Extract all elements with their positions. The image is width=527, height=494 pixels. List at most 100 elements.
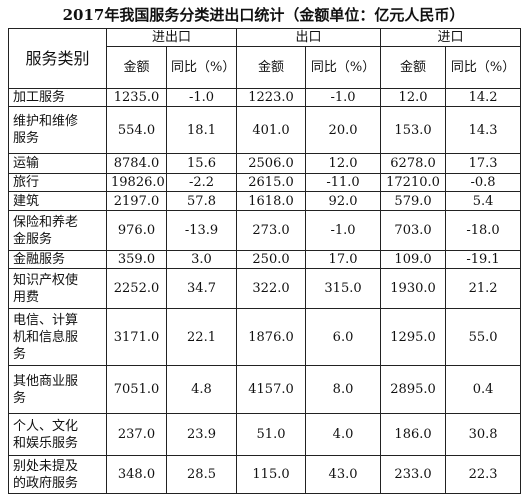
table-cell: 12.0 xyxy=(380,88,447,107)
table-cell: -18.0 xyxy=(445,210,522,251)
table-cell: 579.0 xyxy=(380,191,447,211)
row-label: 电信、计算机和信息服务 xyxy=(8,308,107,366)
table-row: 服务类别 进出口 出口 进口 xyxy=(8,28,522,89)
table-cell: 14.3 xyxy=(445,106,522,154)
row-label: 加工服务 xyxy=(8,88,107,107)
table-cell: 51.0 xyxy=(236,413,307,456)
table-row: 金融服务 359.0 3.0 250.0 17.0 109.0 -19.1 xyxy=(8,250,522,269)
row-label: 其他商业服务 xyxy=(8,365,107,414)
table-cell: 153.0 xyxy=(380,106,447,154)
column-group: 出口 xyxy=(236,28,382,47)
table-cell: 315.0 xyxy=(305,268,382,309)
table-cell: -2.2 xyxy=(165,173,238,192)
table-cell: 23.9 xyxy=(165,413,238,456)
row-label: 运输 xyxy=(8,153,107,174)
table-cell: 34.7 xyxy=(165,268,238,309)
table-cell: -0.8 xyxy=(445,173,522,192)
table-cell: 2895.0 xyxy=(380,365,447,414)
table-cell: 17.0 xyxy=(305,250,382,269)
row-label: 知识产权使用费 xyxy=(8,268,107,309)
table-cell: -19.1 xyxy=(445,250,522,269)
table-cell: 2615.0 xyxy=(236,173,307,192)
table-cell: 109.0 xyxy=(380,250,447,269)
table-row: 其他商业服务 7051.0 4.8 4157.0 8.0 2895.0 0.4 xyxy=(8,365,522,414)
table-cell: 14.2 xyxy=(445,88,522,107)
table-cell: 30.8 xyxy=(445,413,522,456)
table-cell: 186.0 xyxy=(380,413,447,456)
table-cell: 57.8 xyxy=(165,191,238,211)
table-cell: 8784.0 xyxy=(106,153,167,174)
table-cell: 4.8 xyxy=(165,365,238,414)
column-header: 同比（%） xyxy=(165,46,238,89)
table-cell: 273.0 xyxy=(236,210,307,251)
row-label: 别处未提及的政府服务 xyxy=(8,455,107,494)
table-cell: 22.3 xyxy=(445,455,522,494)
table-cell: 401.0 xyxy=(236,106,307,154)
table-cell: 3171.0 xyxy=(106,308,167,366)
table-row: 建筑 2197.0 57.8 1618.0 92.0 579.0 5.4 xyxy=(8,191,522,211)
table-body: 服务类别 进出口 出口 进口 金额 同比（%） 金额 同比（%） 金额 同比（%） 加工服务 1235… xyxy=(8,28,522,494)
table-cell: 21.2 xyxy=(445,268,522,309)
table-title: 2017年我国服务分类进出口统计（金额单位：亿元人民币） xyxy=(62,6,465,24)
data-table: 服务类别 进出口 出口 进口 金额 同比（%） 金额 同比（%） 金额 同比（%） 加工服务 1235… xyxy=(8,28,522,494)
table-cell: -11.0 xyxy=(305,173,382,192)
table-cell: -1.0 xyxy=(305,88,382,107)
table-cell: 348.0 xyxy=(106,455,167,494)
row-label: 个人、文化和娱乐服务 xyxy=(8,413,107,456)
table-row: 保险和养老金服务 976.0 -13.9 273.0 -1.0 703.0 -18.0 xyxy=(8,210,522,251)
column-header: 金额 xyxy=(106,46,167,89)
table-cell: 7051.0 xyxy=(106,365,167,414)
column-group: 进出口 xyxy=(105,28,238,47)
table-cell: 2197.0 xyxy=(106,191,167,211)
table-cell: 0.4 xyxy=(445,365,522,414)
row-label: 维护和维修服务 xyxy=(8,106,107,154)
table-cell: -1.0 xyxy=(165,88,238,107)
table-row: 金额 同比（%） 金额 同比（%） 金额 同比（%） xyxy=(9,46,522,89)
table-cell: 1223.0 xyxy=(236,88,307,107)
table-cell: 554.0 xyxy=(106,106,167,154)
table-cell: 4.0 xyxy=(305,413,382,456)
table-cell: 8.0 xyxy=(305,365,382,414)
table-row: 个人、文化和娱乐服务 237.0 23.9 51.0 4.0 186.0 30.8 xyxy=(8,413,522,456)
table-cell: 976.0 xyxy=(106,210,167,251)
table-cell: 703.0 xyxy=(380,210,447,251)
table-cell: 1930.0 xyxy=(380,268,447,309)
table-row: 加工服务 1235.0 -1.0 1223.0 -1.0 12.0 14.2 xyxy=(8,88,522,107)
column-group: 进口 xyxy=(380,28,522,47)
column-header: 金额 xyxy=(380,46,447,89)
table-row: 电信、计算机和信息服务 3171.0 22.1 1876.0 6.0 1295.0 55.0 xyxy=(8,308,522,366)
table-cell: 4157.0 xyxy=(236,365,307,414)
table-cell: 6.0 xyxy=(305,308,382,366)
table-cell: 22.1 xyxy=(165,308,238,366)
table-cell: 2506.0 xyxy=(236,153,307,174)
table-cell: 15.6 xyxy=(165,153,238,174)
table-cell: -1.0 xyxy=(305,210,382,251)
table-cell: 359.0 xyxy=(106,250,167,269)
table-cell: 233.0 xyxy=(380,455,447,494)
table-cell: 20.0 xyxy=(305,106,382,154)
row-label: 金融服务 xyxy=(8,250,107,269)
table-cell: 17210.0 xyxy=(380,173,447,192)
table-cell: 18.1 xyxy=(165,106,238,154)
table-cell: 3.0 xyxy=(165,250,238,269)
table-cell: 1876.0 xyxy=(236,308,307,366)
table-cell: 28.5 xyxy=(165,455,238,494)
table-cell: 1295.0 xyxy=(380,308,447,366)
row-label: 旅行 xyxy=(8,173,107,192)
row-label: 保险和养老金服务 xyxy=(8,210,107,251)
column-header: 同比（%） xyxy=(445,46,522,89)
table-cell: 17.3 xyxy=(445,153,522,174)
table-row: 旅行 19826.0 -2.2 2615.0 -11.0 17210.0 -0.8 xyxy=(8,173,522,192)
table-cell: 5.4 xyxy=(445,191,522,211)
table-cell: 43.0 xyxy=(305,455,382,494)
table-cell: 2252.0 xyxy=(106,268,167,309)
table-cell: 237.0 xyxy=(106,413,167,456)
table-cell: 1618.0 xyxy=(236,191,307,211)
table-cell: 55.0 xyxy=(445,308,522,366)
row-label: 建筑 xyxy=(8,191,107,211)
table-row: 维护和维修服务 554.0 18.1 401.0 20.0 153.0 14.3 xyxy=(8,106,522,154)
table-cell: 250.0 xyxy=(236,250,307,269)
table-row: 知识产权使用费 2252.0 34.7 322.0 315.0 1930.0 21.2 xyxy=(8,268,522,309)
column-header: 同比（%） xyxy=(305,46,382,89)
